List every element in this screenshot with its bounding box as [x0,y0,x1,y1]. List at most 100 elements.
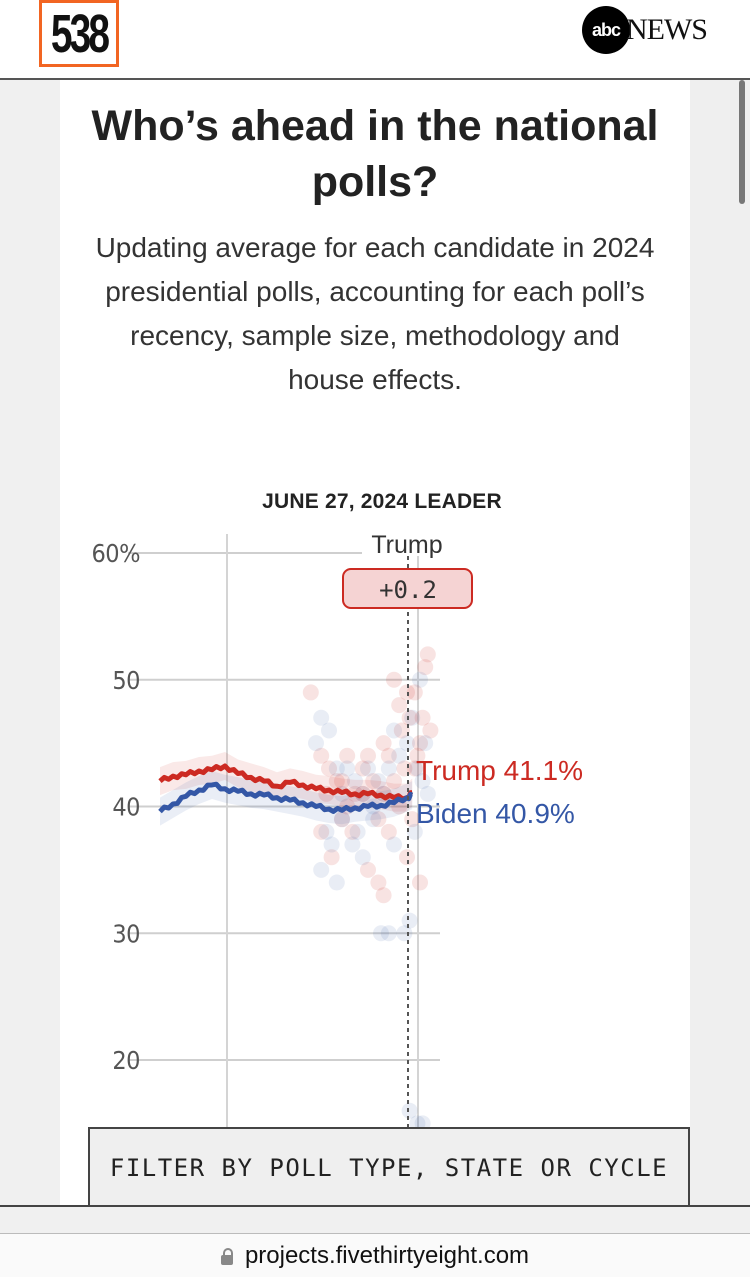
biden-poll-dot [406,823,423,840]
trump-poll-dot [409,747,426,764]
trump-poll-dot [334,811,350,828]
trump-poll-dot [360,747,376,764]
trump-poll-dot [386,773,402,790]
biden-poll-dot [339,760,356,777]
biden-poll-dot [380,925,397,942]
biden-poll-dot [360,760,376,777]
trump-poll-dot [365,773,382,790]
biden-poll-dot [373,925,389,942]
trump-poll-dot [380,823,397,840]
site-header: 538 abc NEWS [0,0,750,80]
biden-poll-dot [313,709,330,726]
page-subtitle: Updating average for each candidate in 2… [95,232,655,395]
trump-poll-dot [406,760,423,777]
trump-poll-dot [370,874,387,891]
biden-poll-dot [313,861,330,878]
biden-poll-dot [328,760,345,777]
biden-poll-dot [401,1102,418,1119]
filter-button[interactable]: FILTER BY POLL TYPE, STATE OR CYCLE [88,1127,690,1207]
biden-poll-dot [419,785,436,802]
browser-toolbar-spacer [0,1207,750,1234]
biden-poll-dot [318,823,335,840]
abc-news-logo[interactable]: abc NEWS [582,6,708,54]
biden-poll-dot [323,836,340,853]
biden-poll-dot [386,722,402,739]
trump-poll-dot [375,735,392,752]
trump-poll-dot [339,747,356,764]
scrollbar-thumb[interactable] [739,80,745,204]
biden-poll-dot [380,760,397,777]
abc-news-wordmark: NEWS [626,13,708,46]
y-tick-label: 40 [112,793,140,822]
biden-poll-dot [414,773,431,790]
biden-average-line [158,781,414,814]
trump-poll-dot [412,735,428,752]
biden-poll-dot [328,874,345,891]
page-title: Who’s ahead in the national polls? [91,102,659,206]
trump-poll-dot [380,747,397,764]
biden-poll-dot [349,823,366,840]
biden-poll-dot [391,747,408,764]
trump-poll-dot [302,684,319,701]
biden-poll-dot [404,709,421,726]
trump-poll-dot [412,874,428,891]
biden-poll-dot [365,811,382,828]
leader-margin-badge [342,568,473,609]
trump-poll-dot [419,646,436,663]
biden-poll-dot [386,836,402,853]
trump-poll-dot [334,773,350,790]
browser-url-bar[interactable]: projects.fivethirtyeight.com [0,1234,750,1277]
biden-poll-dot [417,735,434,752]
biden-poll-dot [321,722,337,739]
fivethirtyeight-logo[interactable]: 538 [39,0,119,67]
y-tick-label: 50 [112,666,140,695]
trump-poll-dot [344,823,361,840]
page-gutter-left [0,80,60,1205]
biden-poll-dot [347,773,363,790]
biden-poll-dot [370,773,387,790]
trump-poll-dot [313,823,330,840]
trump-poll-dot [313,747,330,764]
trump-poll-dot [401,709,418,726]
trump-poll-dot [321,760,337,777]
trump-poll-dot [414,709,431,726]
trump-poll-dot [360,861,376,878]
biden-poll-dot [396,925,413,942]
trump-poll-dot [370,811,387,828]
abc-circle-logo: abc [582,6,630,54]
biden-poll-dot [354,849,371,866]
trump-poll-dot [386,671,402,688]
biden-poll-dot [412,671,428,688]
trump-poll-dot [391,697,408,714]
chart-card [60,80,690,1205]
divider [0,1205,750,1207]
trump-poll-dot [393,722,410,739]
url-text: projects.fivethirtyeight.com [244,1241,530,1269]
trump-poll-dot [328,773,345,790]
trump-poll-dot [406,684,423,701]
y-tick-label: 30 [112,919,140,948]
biden-poll-dot [409,760,426,777]
chart-title: JUNE 27, 2024 LEADER [262,490,502,513]
logo-text: 538 [50,3,110,64]
trump-poll-dot [399,849,415,866]
trump-poll-dot [375,887,392,904]
biden-poll-dot [308,735,324,752]
y-tick-label: 60% [92,539,141,568]
y-tick-label: 20 [112,1046,140,1075]
trump-poll-dot [417,659,434,676]
biden-poll-dot [334,811,350,828]
trump-end-label: Trump 41.1% [416,755,583,786]
trump-poll-dot [354,760,371,777]
biden-poll-dot [401,912,418,929]
leader-margin-value: +0.2 [379,576,437,604]
page-gutter-right [690,80,750,1205]
biden-poll-dot [344,836,361,853]
leader-name: Trump [371,531,442,559]
trump-poll-dot [323,849,340,866]
trump-poll-dot [422,722,439,739]
lock-icon [220,1247,233,1265]
biden-end-label: Biden 40.9% [416,798,575,829]
trump-average-line [158,763,413,802]
